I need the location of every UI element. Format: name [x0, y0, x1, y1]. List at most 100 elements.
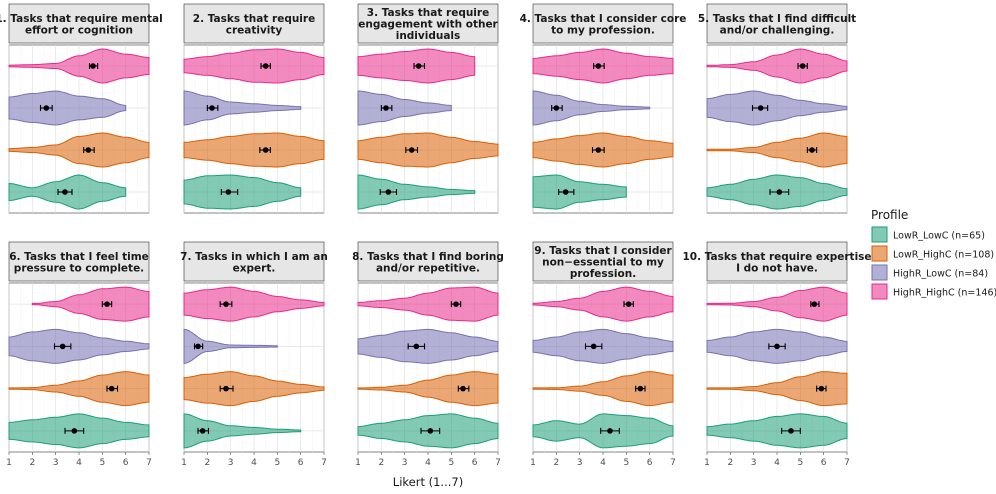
panel-strip [8, 3, 150, 44]
violin-HighR_LowC [183, 90, 302, 126]
violin-LowR_HighC [706, 371, 848, 407]
x-tick-label: 1 [6, 458, 12, 468]
panel-title-line: 10. Tasks that require expertise [682, 251, 871, 263]
violin-HighR_HighC [8, 48, 150, 84]
violin-HighR_HighC [706, 286, 848, 322]
x-tick-label: 3 [53, 458, 59, 468]
violin-HighR_HighC [706, 48, 848, 84]
x-tick-label: 1 [181, 458, 187, 468]
x-tick-label: 3 [402, 458, 408, 468]
violin-LowR_LowC [183, 174, 302, 210]
x-tick-label: 6 [298, 458, 304, 468]
panel-title-line: 8. Tasks that I find boring [352, 251, 504, 263]
mean-point [59, 343, 66, 350]
mean-point [595, 63, 602, 69]
x-axis-title: Likert (1...7) [393, 475, 463, 489]
x-tick-label: 2 [378, 458, 384, 468]
x-tick-label: 7 [495, 458, 501, 468]
panel-strip [706, 3, 848, 44]
mean-point [625, 301, 632, 307]
violin-HighR_HighC [183, 286, 325, 322]
x-tick-label: 7 [670, 458, 676, 468]
x-tick-label: 4 [251, 458, 257, 468]
x-tick-label: 6 [123, 458, 129, 468]
panel-strip [706, 241, 848, 282]
violin-LowR_HighC [8, 132, 150, 168]
mean-point [195, 343, 201, 350]
x-tick-label: 2 [553, 458, 559, 468]
panel-title-line: I do not have. [736, 262, 818, 274]
mean-point [427, 428, 434, 434]
panel-title-line: 5. Tasks that I find difficult [698, 13, 856, 25]
violin-LowR_LowC [532, 174, 627, 210]
panel-strip [183, 241, 325, 282]
violin-LowR_LowC [357, 174, 476, 210]
mean-point [383, 105, 389, 111]
legend-label-LowR_HighC: LowR_HighC (n=108) [893, 250, 994, 261]
violin-LowR_HighC [357, 371, 499, 407]
legend-swatch-LowR_HighC [871, 245, 888, 262]
x-tick-label: 5 [797, 458, 803, 468]
mean-point [590, 343, 597, 350]
violin-HighR_LowC [357, 90, 452, 126]
x-tick-label: 5 [623, 458, 629, 468]
mean-point [818, 385, 825, 392]
violin-LowR_HighC [532, 371, 674, 407]
violin-HighR_LowC [357, 328, 499, 364]
panel-strip [357, 241, 499, 282]
violin-HighR_LowC [8, 90, 127, 126]
panel-title-line: 1. Tasks that require mental [0, 13, 163, 25]
x-tick-label: 4 [774, 458, 780, 468]
mean-point [85, 147, 92, 153]
panel-title-line: 9. Tasks that I consider [534, 245, 672, 257]
x-tick-label: 5 [99, 458, 105, 468]
violin-HighR_LowC [8, 328, 150, 364]
mean-point [637, 385, 644, 392]
mean-point [413, 343, 420, 350]
legend-label-LowR_LowC: LowR_LowC (n=65) [893, 231, 985, 242]
panel-strip [532, 3, 674, 44]
x-tick-label: 4 [76, 458, 82, 468]
panel-title-line: 4. Tasks that I consider core [520, 13, 687, 25]
violin-HighR_HighC [183, 48, 325, 84]
x-tick-label: 5 [274, 458, 280, 468]
panel-title-line: engagement with other [358, 19, 498, 31]
legend-swatch-HighR_LowC [871, 264, 888, 281]
x-tick-label: 2 [727, 458, 733, 468]
violin-HighR_HighC [31, 286, 150, 322]
x-tick-label: 1 [355, 458, 361, 468]
mean-point [595, 147, 602, 153]
mean-point [43, 105, 50, 111]
mean-point [799, 63, 806, 69]
x-tick-label: 7 [321, 458, 327, 468]
mean-point [811, 301, 818, 307]
mean-point [262, 147, 269, 153]
x-tick-label: 4 [600, 458, 606, 468]
panel-strip [532, 241, 674, 282]
mean-point [460, 385, 466, 392]
mean-point [108, 385, 115, 392]
panel-title-line: 7. Tasks in which I am an [180, 251, 328, 263]
x-tick-label: 2 [29, 458, 35, 468]
violin-HighR_HighC [357, 286, 499, 322]
violin-HighR_LowC [532, 328, 674, 364]
mean-point [776, 189, 783, 195]
x-tick-label: 3 [751, 458, 757, 468]
legend-label-HighR_LowC: HighR_LowC (n=84) [893, 269, 988, 280]
x-tick-label: 6 [472, 458, 478, 468]
violin-LowR_HighC [8, 371, 150, 407]
panel-title-line: 6. Tasks that I feel time [9, 251, 149, 263]
panel-title-line: profession. [570, 268, 636, 280]
mean-point [262, 63, 269, 69]
mean-point [809, 147, 815, 153]
violin-LowR_LowC [706, 413, 848, 449]
x-tick-label: 7 [844, 458, 850, 468]
panel-title-line: and/or challenging. [720, 24, 835, 36]
legend: Profile LowR_LowC (n=65) LowR_HighC (n=10… [871, 208, 996, 300]
panel-title-line: 3. Tasks that require [367, 7, 489, 19]
